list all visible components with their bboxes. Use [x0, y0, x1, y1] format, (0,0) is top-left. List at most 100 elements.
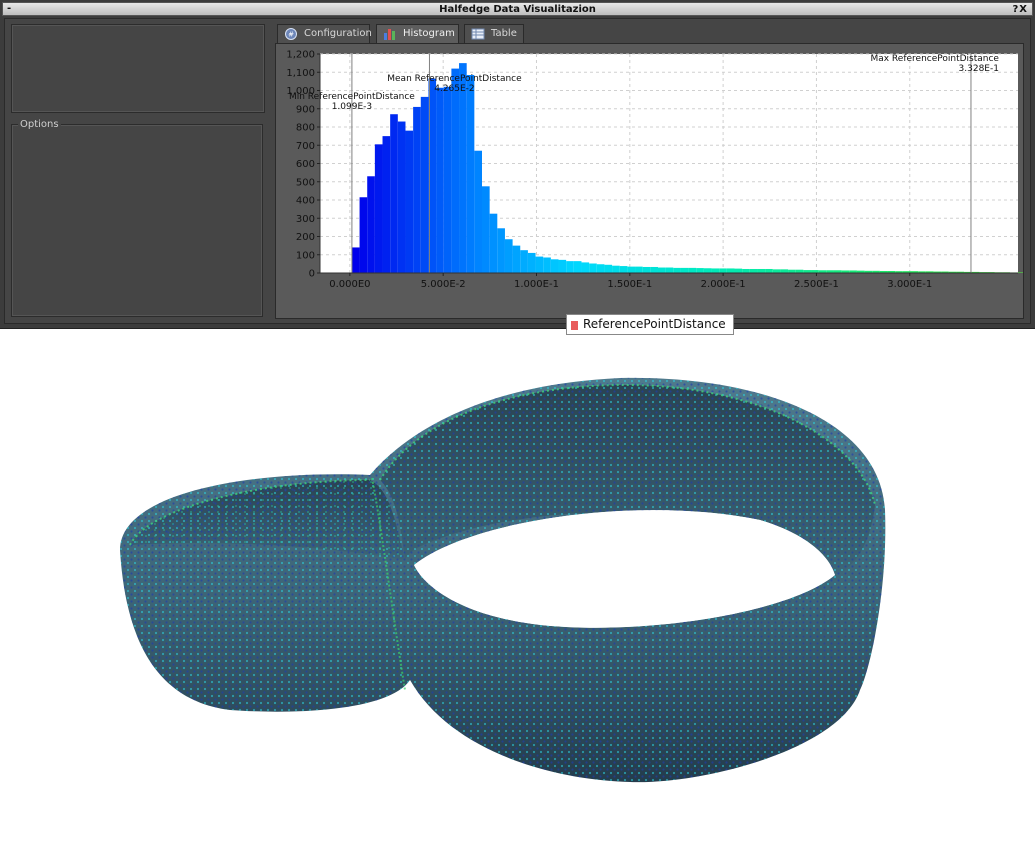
x-tick-label: 1.500E-1: [607, 279, 652, 290]
visualization-panel: # Configuration Histogram: [272, 24, 1029, 322]
histogram-bar: [420, 96, 429, 273]
histogram-bar: [772, 269, 781, 273]
histogram-bar: [466, 74, 475, 273]
histogram-bar: [504, 239, 513, 273]
y-tick-label: 1,100: [286, 68, 315, 79]
y-tick-label: 200: [296, 232, 315, 243]
marker-label: Min ReferencePointDistance: [289, 92, 415, 102]
histogram-bar: [428, 78, 437, 273]
histogram-bar: [902, 271, 911, 273]
histogram-bar: [803, 270, 812, 273]
y-tick-label: 0: [309, 269, 315, 280]
histogram-bar: [459, 63, 467, 273]
double-torus-mesh: [120, 377, 886, 783]
y-tick-label: 1,000: [286, 86, 315, 97]
histogram-bar: [688, 267, 697, 273]
histogram-bar: [413, 106, 421, 273]
marker-value: 4.265E-2: [434, 84, 474, 94]
minimize-button[interactable]: -: [7, 3, 12, 14]
window-content: Options # Configuration Histogram: [4, 18, 1031, 335]
histogram-bar: [826, 270, 834, 273]
histogram-bar: [657, 267, 666, 273]
histogram-bar: [650, 266, 658, 273]
histogram-bar: [841, 270, 850, 273]
marker-value: 3.328E-1: [959, 64, 999, 74]
configuration-icon: #: [285, 28, 297, 40]
histogram-bar: [673, 267, 681, 273]
y-tick-label: 600: [296, 159, 315, 170]
histogram-bar: [604, 264, 613, 273]
histogram-bar: [558, 259, 567, 273]
histogram-bar: [481, 186, 490, 273]
histogram-bar: [443, 86, 452, 273]
histogram-bar: [703, 268, 712, 273]
histogram-bar: [405, 130, 414, 273]
histogram-bar: [864, 270, 873, 273]
histogram-bar: [918, 271, 926, 273]
histogram-bar: [711, 268, 720, 273]
histogram-bar: [367, 176, 375, 273]
3d-viewport[interactable]: [0, 330, 1035, 855]
x-tick-label: 1.000E-1: [514, 279, 559, 290]
histogram-bar: [856, 270, 865, 273]
histogram-bar: [910, 271, 919, 273]
histogram-bar: [749, 268, 758, 273]
y-tick-label: 800: [296, 123, 315, 134]
histogram-bar: [696, 268, 704, 273]
histogram-icon: [384, 29, 395, 40]
histogram-bar: [719, 268, 727, 273]
histogram-bar: [742, 268, 750, 273]
x-tick-label: 2.500E-1: [794, 279, 839, 290]
mesh-render: [120, 377, 886, 783]
histogram-bar: [550, 259, 559, 273]
tab-histogram[interactable]: Histogram: [376, 24, 459, 43]
histogram-bar: [635, 266, 643, 273]
histogram-bar: [619, 266, 628, 273]
x-tick-label: 5.000E-2: [421, 279, 466, 290]
help-close-buttons[interactable]: ?X: [1012, 4, 1028, 15]
tab-configuration-label: Configuration: [304, 28, 372, 39]
tab-table[interactable]: Table: [464, 24, 524, 43]
legend-label: ReferencePointDistance: [583, 317, 726, 331]
options-panel: Options: [11, 120, 263, 317]
y-tick-label: 900: [296, 104, 315, 115]
histogram-bar: [535, 256, 544, 273]
histogram-bar: [971, 271, 980, 273]
histogram-bar: [757, 268, 766, 273]
histogram-bar: [351, 247, 360, 273]
histogram-bar: [581, 262, 590, 273]
histogram-bar: [734, 268, 743, 273]
histogram-bar: [527, 252, 536, 273]
tab-configuration[interactable]: # Configuration: [277, 24, 372, 43]
histogram-bar: [964, 271, 972, 273]
histogram-bar: [642, 266, 651, 273]
window-titlebar[interactable]: - Halfedge Data Visualitazion ?X: [2, 2, 1033, 16]
histogram-bar: [451, 68, 460, 273]
y-tick-label: 500: [296, 177, 315, 188]
histogram-bar: [788, 269, 796, 273]
histogram-bar: [872, 270, 880, 273]
histogram-bar: [397, 121, 406, 274]
histogram-bar: [512, 245, 521, 273]
histogram-bar: [726, 268, 735, 273]
y-tick-label: 400: [296, 196, 315, 207]
marker-label: Mean ReferencePointDistance: [387, 74, 522, 84]
histogram-bar: [665, 267, 674, 273]
histogram-bar: [879, 270, 888, 273]
histogram-bar: [833, 270, 842, 273]
chart-legend: ReferencePointDistance: [566, 314, 734, 335]
histogram-bar: [948, 271, 957, 273]
histogram-bar: [956, 271, 965, 273]
y-tick-label: 1,200: [286, 50, 315, 61]
histogram-bar: [543, 257, 551, 273]
y-tick-label: 300: [296, 214, 315, 225]
histogram-bar: [895, 271, 903, 273]
histogram-chart-area: Min ReferencePointDistance 1.099E-3 Mean R…: [275, 43, 1024, 319]
histogram-bar: [765, 268, 773, 273]
histogram-bar: [780, 269, 789, 273]
table-icon: [471, 28, 485, 40]
histogram-bar: [941, 271, 949, 273]
histogram-bar: [612, 265, 620, 273]
